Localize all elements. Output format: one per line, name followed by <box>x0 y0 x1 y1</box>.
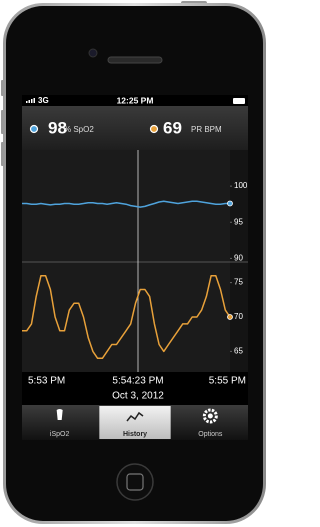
signal-bar <box>31 99 33 103</box>
reading-dot <box>31 126 38 133</box>
end-dot <box>228 315 233 320</box>
screen: 3G 12:25 PM 5:53 PM 5:54:23 PM 5:55 PM O… <box>22 95 248 440</box>
end-time: 5:55 PM <box>209 376 246 387</box>
reading-dot <box>151 126 158 133</box>
tab-label: Options <box>198 431 223 438</box>
tab-label: iSpO2 <box>50 431 70 438</box>
cursor-time: 5:54:23 PM <box>112 376 163 387</box>
signal-bar <box>34 98 36 103</box>
camera <box>89 49 97 57</box>
tab-label: History <box>123 431 147 438</box>
home-button[interactable] <box>117 464 153 500</box>
y-tick-label: 100 <box>234 181 248 190</box>
reading-unit: % SpO2 <box>64 125 94 134</box>
reading-unit: PR BPM <box>191 125 222 134</box>
tab-icon <box>208 414 213 419</box>
clock: 12:25 PM <box>117 95 154 105</box>
y-tick-label: 95 <box>234 217 243 226</box>
start-time: 5:53 PM <box>28 376 65 387</box>
network-label: 3G <box>38 96 49 105</box>
end-dot <box>228 201 233 206</box>
signal-bar <box>29 100 31 103</box>
speaker <box>108 57 162 63</box>
y-tick-label: 70 <box>234 312 243 321</box>
plot-background <box>22 150 230 372</box>
y-tick-label: 75 <box>234 278 243 287</box>
date: Oct 3, 2012 <box>112 391 164 402</box>
tab[interactable]: History <box>99 406 170 439</box>
phone-screenshot: 3G 12:25 PM 5:53 PM 5:54:23 PM 5:55 PM O… <box>0 0 269 527</box>
signal-bar <box>26 101 28 103</box>
y-tick-label: 90 <box>234 253 243 262</box>
battery <box>233 98 245 104</box>
y-tick-label: 65 <box>234 346 243 355</box>
reading-value: 69 <box>163 118 182 137</box>
tab-icon <box>57 409 63 420</box>
